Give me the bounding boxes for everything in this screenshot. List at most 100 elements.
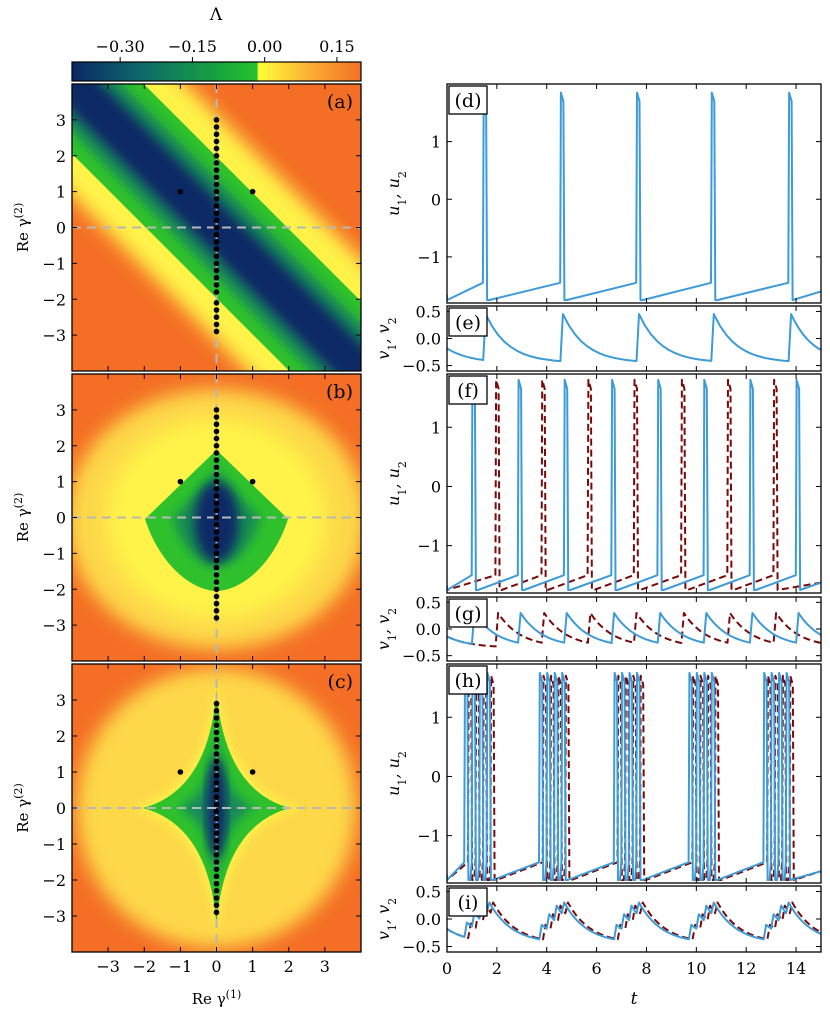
panel-label-text: (h) — [454, 670, 481, 692]
data-point — [213, 615, 220, 621]
series-lines — [447, 378, 821, 591]
data-point — [213, 217, 220, 224]
data-point — [213, 267, 220, 274]
series-line-v1 — [447, 612, 821, 645]
y-tick-label: 0.0 — [416, 330, 441, 349]
y-axis-label: u1, u2 — [384, 171, 409, 216]
data-point — [213, 321, 220, 328]
data-point — [213, 550, 220, 557]
y-axis-label-sup: (2) — [12, 493, 25, 509]
y-tick-label: −1 — [42, 254, 66, 273]
data-point — [213, 196, 220, 202]
series-line-v1 — [447, 313, 821, 363]
series-lines — [447, 91, 821, 302]
data-point — [213, 787, 220, 793]
x-tick-label: 1 — [248, 957, 258, 976]
panel-label-text: (i) — [458, 892, 479, 914]
data-point — [213, 117, 220, 123]
panel-label: (e) — [448, 307, 488, 337]
y-tick-label: −1 — [42, 835, 66, 854]
data-point — [213, 866, 220, 872]
y-axis-label: v1, v2 — [374, 608, 399, 650]
panel-label-box — [448, 598, 488, 628]
y-tick-label: 2 — [56, 437, 66, 456]
y-label-sub: 1 — [396, 779, 409, 786]
heatmap-axes-c: −3 −2 −1 0 1 2 3 −3 −2 −1 0 1 2 3 (c) Re γ(2) Re γ(1) — [12, 663, 362, 1008]
data-point — [213, 765, 220, 772]
data-point — [213, 231, 220, 238]
data-point — [213, 457, 220, 463]
axes-frame — [446, 885, 822, 953]
series-line-v1 — [447, 901, 821, 941]
y-tick-label: 0 — [431, 190, 441, 209]
y-tick-label: 0 — [56, 799, 66, 818]
data-point — [213, 529, 220, 535]
data-point — [213, 471, 220, 478]
data-point — [213, 210, 220, 216]
series-lines — [447, 901, 821, 941]
colorbar-tick-label: −0.15 — [168, 37, 217, 56]
data-point — [213, 253, 220, 259]
panel-label-box — [448, 307, 488, 337]
data-point — [213, 600, 220, 607]
time-series-panel-g: −0.5 0.0 0.5 (g) v1, v2 — [374, 593, 822, 666]
panel-label-text: (f) — [457, 380, 479, 402]
y-label-sub: 2 — [396, 171, 409, 178]
y-tick-label: 3 — [56, 111, 66, 130]
time-series-panel-h: −1 0 1 (h) u1, u2 — [384, 663, 822, 884]
data-point — [213, 289, 220, 295]
x-tick-label: 10 — [686, 959, 706, 978]
data-point — [213, 722, 220, 728]
x-axis-label: t — [631, 989, 638, 1009]
y-tick-label: −3 — [42, 326, 66, 345]
data-point — [213, 435, 220, 442]
y-axis-label-sup: (2) — [12, 203, 25, 219]
colorbar-gradient — [71, 61, 362, 82]
time-series-panels: −1 0 1 (d) u1, u2 −0.5 0.0 0.5 (e) v1, v2 −1 0 1 (f) u… — [374, 83, 822, 1009]
data-point — [213, 909, 220, 916]
data-point — [213, 873, 220, 880]
y-tick-label: 2 — [56, 147, 66, 166]
data-point — [177, 478, 184, 485]
data-point — [213, 830, 220, 836]
data-point — [213, 557, 220, 564]
colorbar-label: Λ — [209, 5, 223, 25]
data-point — [213, 414, 220, 420]
x-axis-label-sup: (1) — [226, 988, 242, 1001]
data-point — [213, 880, 220, 887]
y-tick-label: −1 — [42, 544, 66, 563]
y-tick-label: −0.5 — [402, 938, 441, 957]
x-tick-label: 4 — [542, 959, 552, 978]
y-tick-label: −1 — [417, 248, 441, 267]
y-tick-label: −2 — [42, 290, 66, 309]
data-point — [213, 328, 220, 335]
y-tick-label: 0 — [431, 477, 441, 496]
data-point — [213, 521, 220, 528]
panel-label-box — [448, 375, 488, 405]
data-point — [213, 758, 220, 764]
data-point — [213, 300, 220, 306]
y-label-sub: 2 — [396, 461, 409, 468]
x-tick-label: 6 — [592, 959, 602, 978]
panel-label: (a) — [327, 91, 353, 113]
y-label-sub: 2 — [386, 898, 399, 905]
data-point — [213, 837, 220, 844]
colorbar-tick-label: 0.15 — [319, 37, 355, 56]
data-point — [213, 239, 220, 245]
panel-label-box — [448, 665, 488, 695]
y-tick-label: 0.0 — [416, 910, 441, 929]
panel-label-text: (e) — [455, 312, 481, 334]
panel-label: (c) — [328, 671, 353, 693]
data-point — [213, 486, 220, 492]
data-point — [213, 500, 220, 506]
data-point — [213, 428, 220, 435]
series-line-u2 — [447, 674, 821, 881]
x-tick-label: 3 — [320, 957, 330, 976]
y-tick-label: 1 — [56, 473, 66, 492]
data-point — [213, 801, 220, 808]
data-point — [213, 700, 220, 707]
data-point — [249, 188, 256, 195]
series-lines — [447, 313, 821, 363]
data-point — [213, 450, 220, 456]
